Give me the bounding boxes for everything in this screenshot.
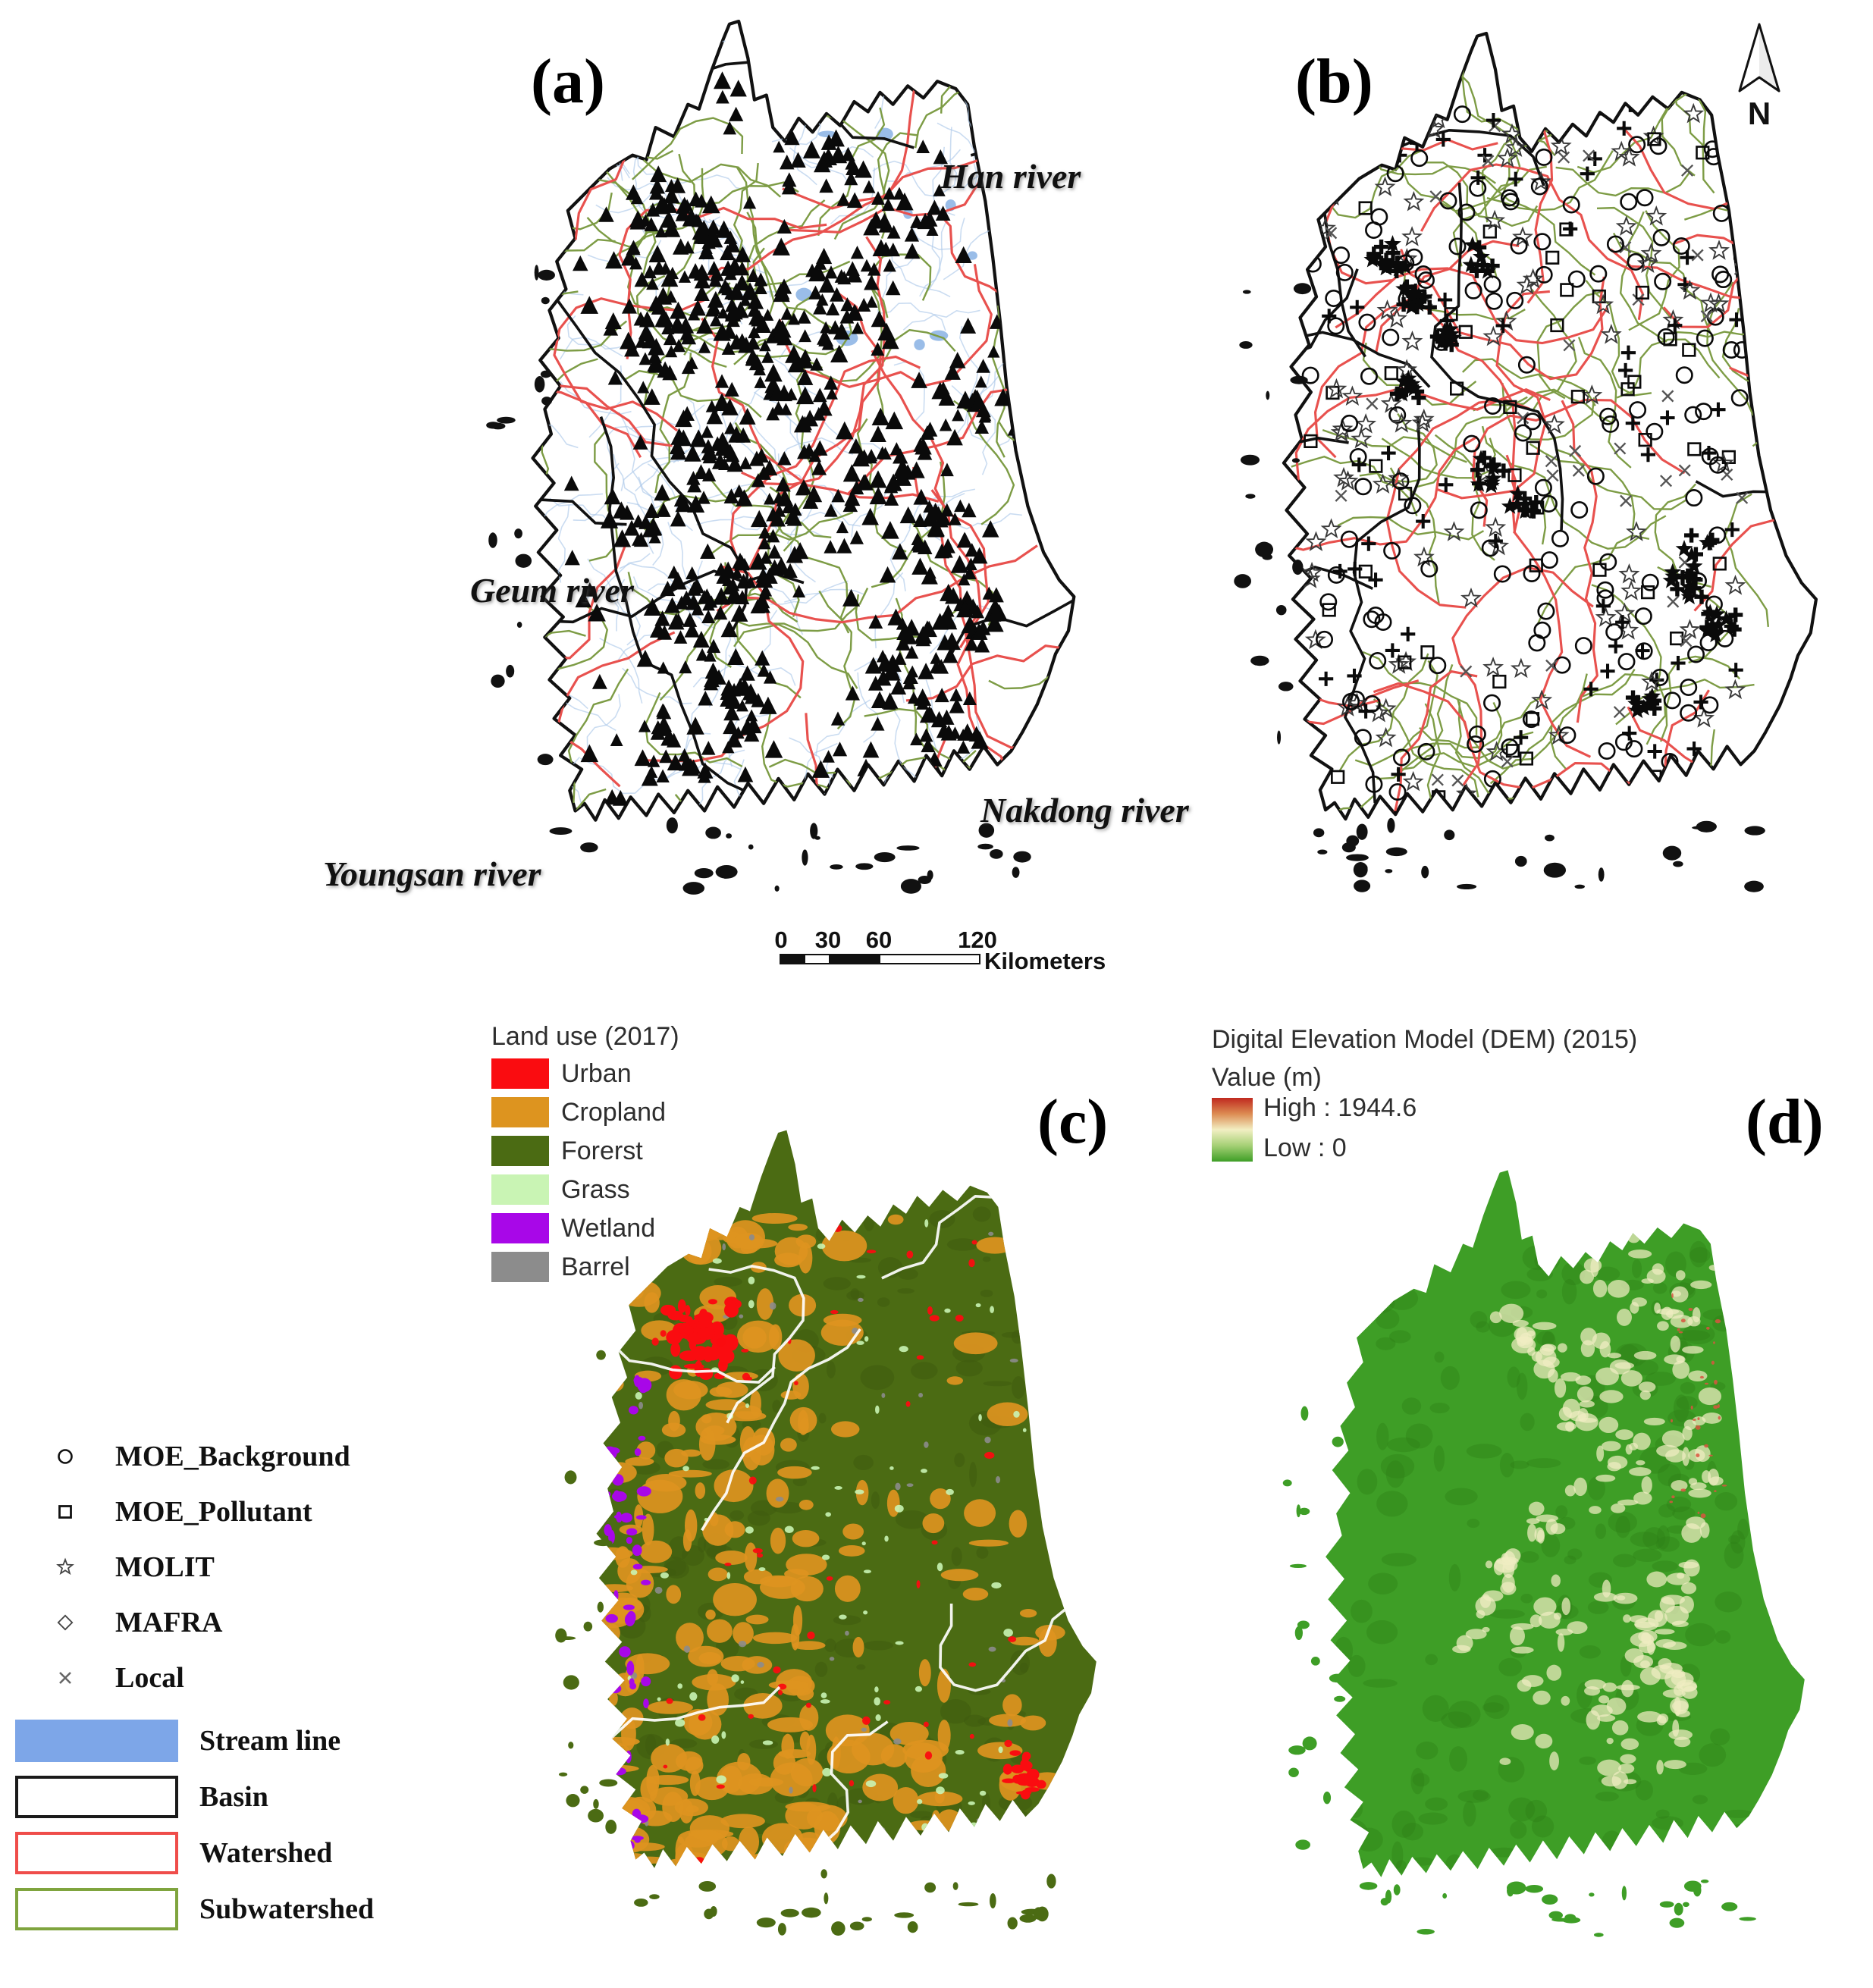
cropland-label: Cropland [561, 1097, 666, 1127]
dem-gradient-row: High : 1944.6 Low : 0 [1212, 1093, 1637, 1163]
landuse-row-urban: Urban [491, 1058, 679, 1089]
x-icon [15, 1664, 115, 1692]
han-river-label: Han river [940, 157, 1081, 196]
legend-row-local: Local [15, 1662, 372, 1694]
forest-label: Forerst [561, 1136, 643, 1165]
dem-range-labels: High : 1944.6 Low : 0 [1263, 1093, 1417, 1163]
legend-row-watershed: Watershed [15, 1832, 372, 1874]
grass-label: Grass [561, 1174, 630, 1204]
landuse-legend: Land use (2017) Urban Cropland Forerst G… [491, 1022, 679, 1290]
landuse-row-grass: Grass [491, 1174, 679, 1205]
dem-low-label: Low : 0 [1263, 1134, 1347, 1162]
legend-row-moe-pollutant: MOE_Pollutant [15, 1496, 372, 1528]
dem-value-label: Value (m) [1212, 1063, 1322, 1092]
moe-pollutant-label: MOE_Pollutant [115, 1496, 312, 1528]
panel-d-label: (d) [1746, 1087, 1824, 1157]
wetland-label: Wetland [561, 1213, 656, 1243]
youngsan-river-label: Youngsan river [323, 854, 541, 893]
diamond-icon [15, 1609, 115, 1636]
panel-b-label: (b) [1295, 46, 1373, 117]
molit-label: MOLIT [115, 1551, 215, 1583]
urban-label: Urban [561, 1058, 632, 1088]
dem-legend-title: Digital Elevation Model (DEM) (2015) [1212, 1025, 1638, 1054]
barrel-label: Barrel [561, 1252, 630, 1281]
scale-bar-segments [780, 954, 980, 964]
landuse-row-barrel: Barrel [491, 1252, 679, 1282]
legend-row-molit: MOLIT [15, 1551, 372, 1583]
scale-seg-4 [880, 955, 979, 963]
scale-seg-2 [805, 955, 829, 963]
scale-unit-label: Kilometers [984, 948, 1106, 974]
map-b-stations-symbols [1234, 31, 1818, 892]
watershed-label: Watershed [199, 1837, 333, 1869]
cropland-swatch [491, 1097, 549, 1127]
scale-tick-60: 60 [865, 927, 893, 953]
dem-gradient [1212, 1098, 1253, 1162]
scale-seg-1 [781, 955, 805, 963]
landuse-row-wetland: Wetland [491, 1213, 679, 1243]
legend-row-basin: Basin [15, 1776, 372, 1818]
station-legend: MOE_Background MOE_Pollutant MOLIT MAFRA… [15, 1441, 375, 1944]
legend-row-mafra: MAFRA [15, 1607, 372, 1638]
north-arrow-icon [1738, 23, 1780, 93]
map-a-stations-triangles [486, 19, 1076, 895]
scale-tick-120: 120 [958, 927, 997, 953]
scale-seg-3 [829, 955, 880, 963]
dem-high-label: High : 1944.6 [1263, 1093, 1417, 1122]
panel-a-label: (a) [531, 46, 605, 117]
landuse-row-forest: Forerst [491, 1136, 679, 1166]
wetland-swatch [491, 1213, 549, 1243]
scale-tick-0: 0 [774, 927, 788, 953]
basin-swatch [15, 1776, 178, 1818]
mafra-label: MAFRA [115, 1607, 223, 1638]
grass-swatch [491, 1174, 549, 1205]
landuse-legend-title: Land use (2017) [491, 1022, 679, 1051]
urban-swatch [491, 1058, 549, 1089]
watershed-swatch [15, 1832, 178, 1874]
map-d-dem [1282, 1170, 1805, 1937]
stream-line-swatch [15, 1720, 178, 1762]
subwatershed-label: Subwatershed [199, 1893, 375, 1925]
scale-tick-30: 30 [814, 927, 842, 953]
barrel-swatch [491, 1252, 549, 1282]
square-icon [15, 1498, 115, 1525]
legend-row-moe-background: MOE_Background [15, 1441, 372, 1472]
moe-background-label: MOE_Background [115, 1441, 350, 1472]
panel-c-label: (c) [1037, 1087, 1109, 1157]
legend-row-subwatershed: Subwatershed [15, 1888, 375, 1930]
north-label: N [1747, 96, 1771, 131]
nakdong-river-label: Nakdong river [980, 791, 1189, 829]
star-icon [15, 1554, 115, 1581]
geum-river-label: Geum river [470, 571, 634, 610]
dem-legend: Digital Elevation Model (DEM) (2015) Val… [1212, 1025, 1637, 1163]
stream-line-label: Stream line [199, 1725, 341, 1757]
subwatershed-swatch [15, 1888, 178, 1930]
basin-label: Basin [199, 1781, 268, 1813]
scale-bar: 0 30 60 120 Kilometers [774, 927, 1106, 974]
circle-icon [15, 1443, 115, 1470]
map-c-landuse [555, 1130, 1097, 1936]
landuse-row-cropland: Cropland [491, 1097, 679, 1127]
local-label: Local [115, 1662, 184, 1694]
legend-row-stream-line: Stream line [15, 1720, 372, 1762]
forest-swatch [491, 1136, 549, 1166]
